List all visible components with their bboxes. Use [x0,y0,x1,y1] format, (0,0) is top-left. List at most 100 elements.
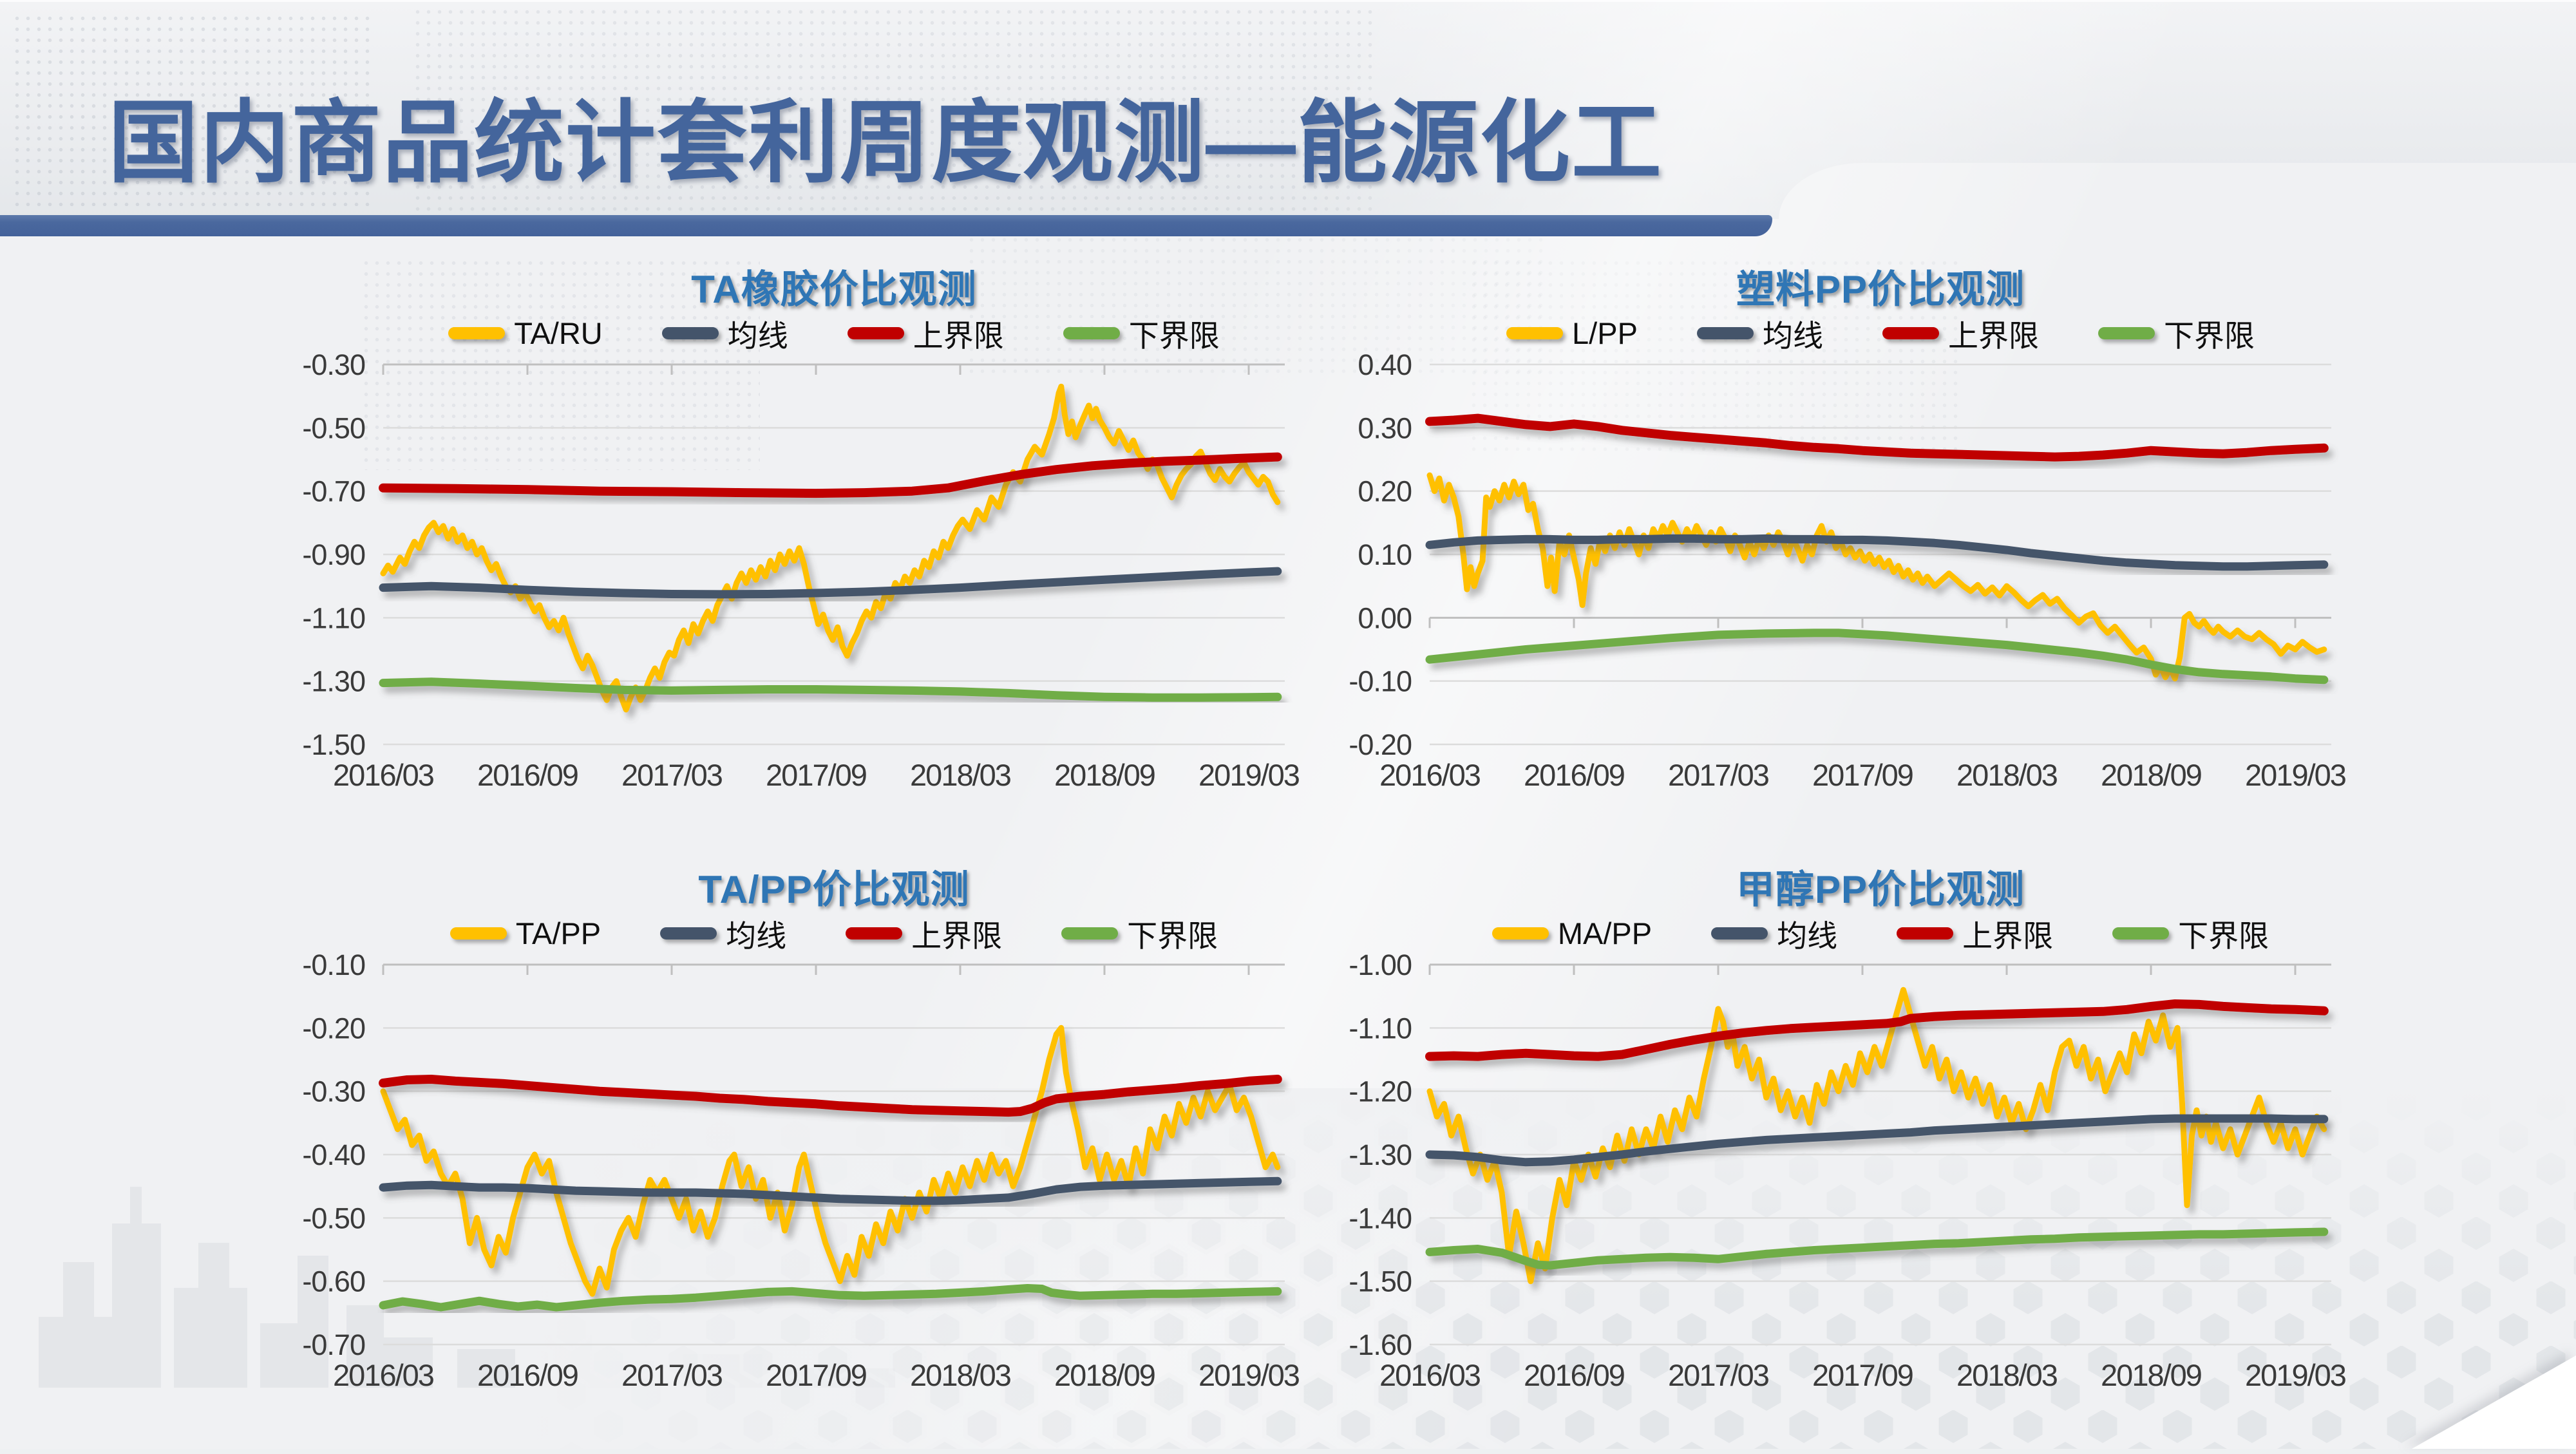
chart-ta-pp-ratio: TA/PP价比观测 TA/PP 均线 上界限 下界限 -0.10 -0.20 -0.30 -… [235,856,1433,1449]
x-axis-tick-label: 2019/03 [1198,1358,1300,1392]
legend-marker-icon [1882,326,1939,339]
legend-item: 下界限 [1063,311,1220,355]
y-axis-tick-label: -1.10 [1349,1012,1412,1044]
chart-canvas: -0.10-0.20-0.30-0.40-0.50-0.60-0.702016/… [302,952,1300,1392]
series-line-下界限 [1425,628,2329,685]
x-axis-tick-label: 2017/03 [621,758,723,792]
y-axis-tick-label: -0.30 [302,1075,365,1108]
y-axis-tick-label: -1.00 [1349,952,1412,981]
legend-item: 下界限 [1061,911,1218,956]
x-axis-tick-label: 2019/03 [2245,758,2346,792]
legend-label: 下界限 [2163,318,2255,353]
chart-plot-area: -1.00 -1.10 -1.20 -1.30 -1.40 -1.50 -1.60 2016/… [1282,952,2479,1454]
legend-marker-icon [660,927,717,939]
chart-methanol-pp-ratio: 甲醇PP价比观测 MA/PP 均线 上界限 下界限 -1.00 -1.10 -1.20 -1… [1282,856,2479,1449]
legend-item: 上界限 [1897,911,2053,956]
series-line-MA/PP [1426,987,2327,1285]
series-line-TA/RU [380,383,1281,713]
x-axis-tick-label: 2019/03 [1198,758,1300,792]
x-axis-tick-label: 2017/03 [1668,1358,1769,1392]
x-axis-tick-label: 2016/03 [333,1358,434,1392]
legend-marker-icon [2112,927,2170,939]
x-axis-tick-label: 2017/09 [1812,1358,1913,1392]
chart-title: TA/PP价比观测 [698,868,970,911]
series-line-下界限 [1425,1227,2329,1270]
legend-label: L/PP [1572,316,1638,350]
x-axis-tick-label: 2018/09 [1054,758,1155,792]
x-axis-tick-label: 2018/03 [1956,758,2058,792]
x-axis-tick-label: 2016/03 [1379,758,1481,792]
y-axis-tick-label: -0.30 [302,352,365,381]
series-line-下界限 [379,677,1282,702]
legend-item: 上界限 [846,911,1002,956]
x-axis-tick-label: 2018/03 [1956,1358,2058,1392]
legend-label: 下界限 [1128,318,1220,353]
title-underline-bar [0,215,1772,236]
chart-canvas: -0.30-0.50-0.70-0.90-1.10-1.30-1.502016/… [302,352,1300,792]
x-axis-tick-label: 2019/03 [2245,1358,2346,1392]
legend-label: 均线 [727,318,788,353]
y-axis-tick-label: -0.50 [302,1202,365,1234]
legend-label: TA/PP [515,916,601,950]
series-line-上界限 [1425,413,2329,462]
legend-item: 均线 [660,911,786,956]
chart-canvas: -1.00-1.10-1.20-1.30-1.40-1.50-1.602016/… [1349,952,2347,1392]
x-axis-tick-label: 2016/09 [1524,1358,1624,1392]
x-axis-tick-label: 2017/03 [621,1358,723,1392]
legend-marker-icon [450,927,507,939]
legend-item: 均线 [1711,911,1837,956]
x-axis-tick-label: 2017/09 [766,1358,866,1392]
legend-marker-icon [661,326,719,339]
y-axis-tick-label: -1.60 [1349,1328,1412,1361]
x-axis-tick-label: 2018/03 [910,1358,1011,1392]
legend-label: 下界限 [1127,918,1218,953]
legend-item: TA/RU [448,316,603,351]
chart-title: TA橡胶价比观测 [691,268,977,311]
x-axis-tick-label: 2018/09 [2101,758,2201,792]
x-axis-tick-label: 2018/09 [1054,1358,1155,1392]
y-axis-tick-label: 0.40 [1358,352,1412,381]
legend-marker-icon [846,927,903,939]
series-line-上界限 [379,452,1282,498]
y-axis-tick-label: 0.20 [1358,475,1412,508]
legend-marker-icon [847,326,904,339]
y-axis-tick-label: 0.30 [1358,411,1412,444]
page-title: 国内商品统计套利周度观测—能源化工 [108,92,1663,193]
legend-marker-icon [1061,927,1119,939]
chart-plot-area: 0.40 0.30 0.20 0.10 0.00 -0.10 -0.20 2016/03 201… [1282,352,2479,854]
y-axis-tick-label: -0.20 [1349,728,1412,761]
legend-label: 均线 [1777,918,1838,953]
chart-plot-area: -0.10 -0.20 -0.30 -0.40 -0.50 -0.60 -0.70 2016/… [235,952,1433,1454]
y-axis-tick-label: -0.10 [1349,665,1412,698]
legend-label: 上界限 [913,318,1004,353]
x-axis-tick-label: 2016/09 [477,758,578,792]
x-axis-tick-label: 2016/03 [1379,1358,1481,1392]
series-line-TA/PP [380,1024,1281,1297]
legend-label: 下界限 [2178,918,2269,953]
legend-item: 均线 [1696,311,1823,355]
y-axis-tick-label: 0.00 [1358,601,1412,634]
legend-marker-icon [448,326,506,339]
series-line-均线 [1425,1114,2329,1167]
y-axis-tick-label: -0.70 [302,475,365,508]
legend-item: 上界限 [847,311,1004,355]
legend-item: L/PP [1506,316,1638,351]
x-axis-tick-label: 2017/03 [1668,758,1769,792]
x-axis-tick-label: 2016/09 [477,1358,578,1392]
chart-legend: TA/PP 均线 上界限 下界限 [235,914,1433,953]
legend-label: TA/RU [514,316,603,350]
legend-item: 下界限 [2112,911,2269,956]
series-line-均线 [379,1176,1282,1205]
x-axis-tick-label: 2016/09 [1524,758,1624,792]
legend-label: 均线 [726,918,787,953]
x-axis-tick-label: 2018/03 [910,758,1011,792]
y-axis-tick-label: -1.10 [302,601,365,634]
y-axis-tick-label: -1.30 [1349,1138,1412,1171]
chart-legend: TA/RU 均线 上界限 下界限 [235,311,1433,355]
series-line-上界限 [1425,999,2329,1061]
chart-title: 甲醇PP价比观测 [1736,868,2025,911]
y-axis-tick-label: -1.40 [1349,1202,1412,1234]
chart-legend: L/PP 均线 上界限 下界限 [1282,311,2479,355]
